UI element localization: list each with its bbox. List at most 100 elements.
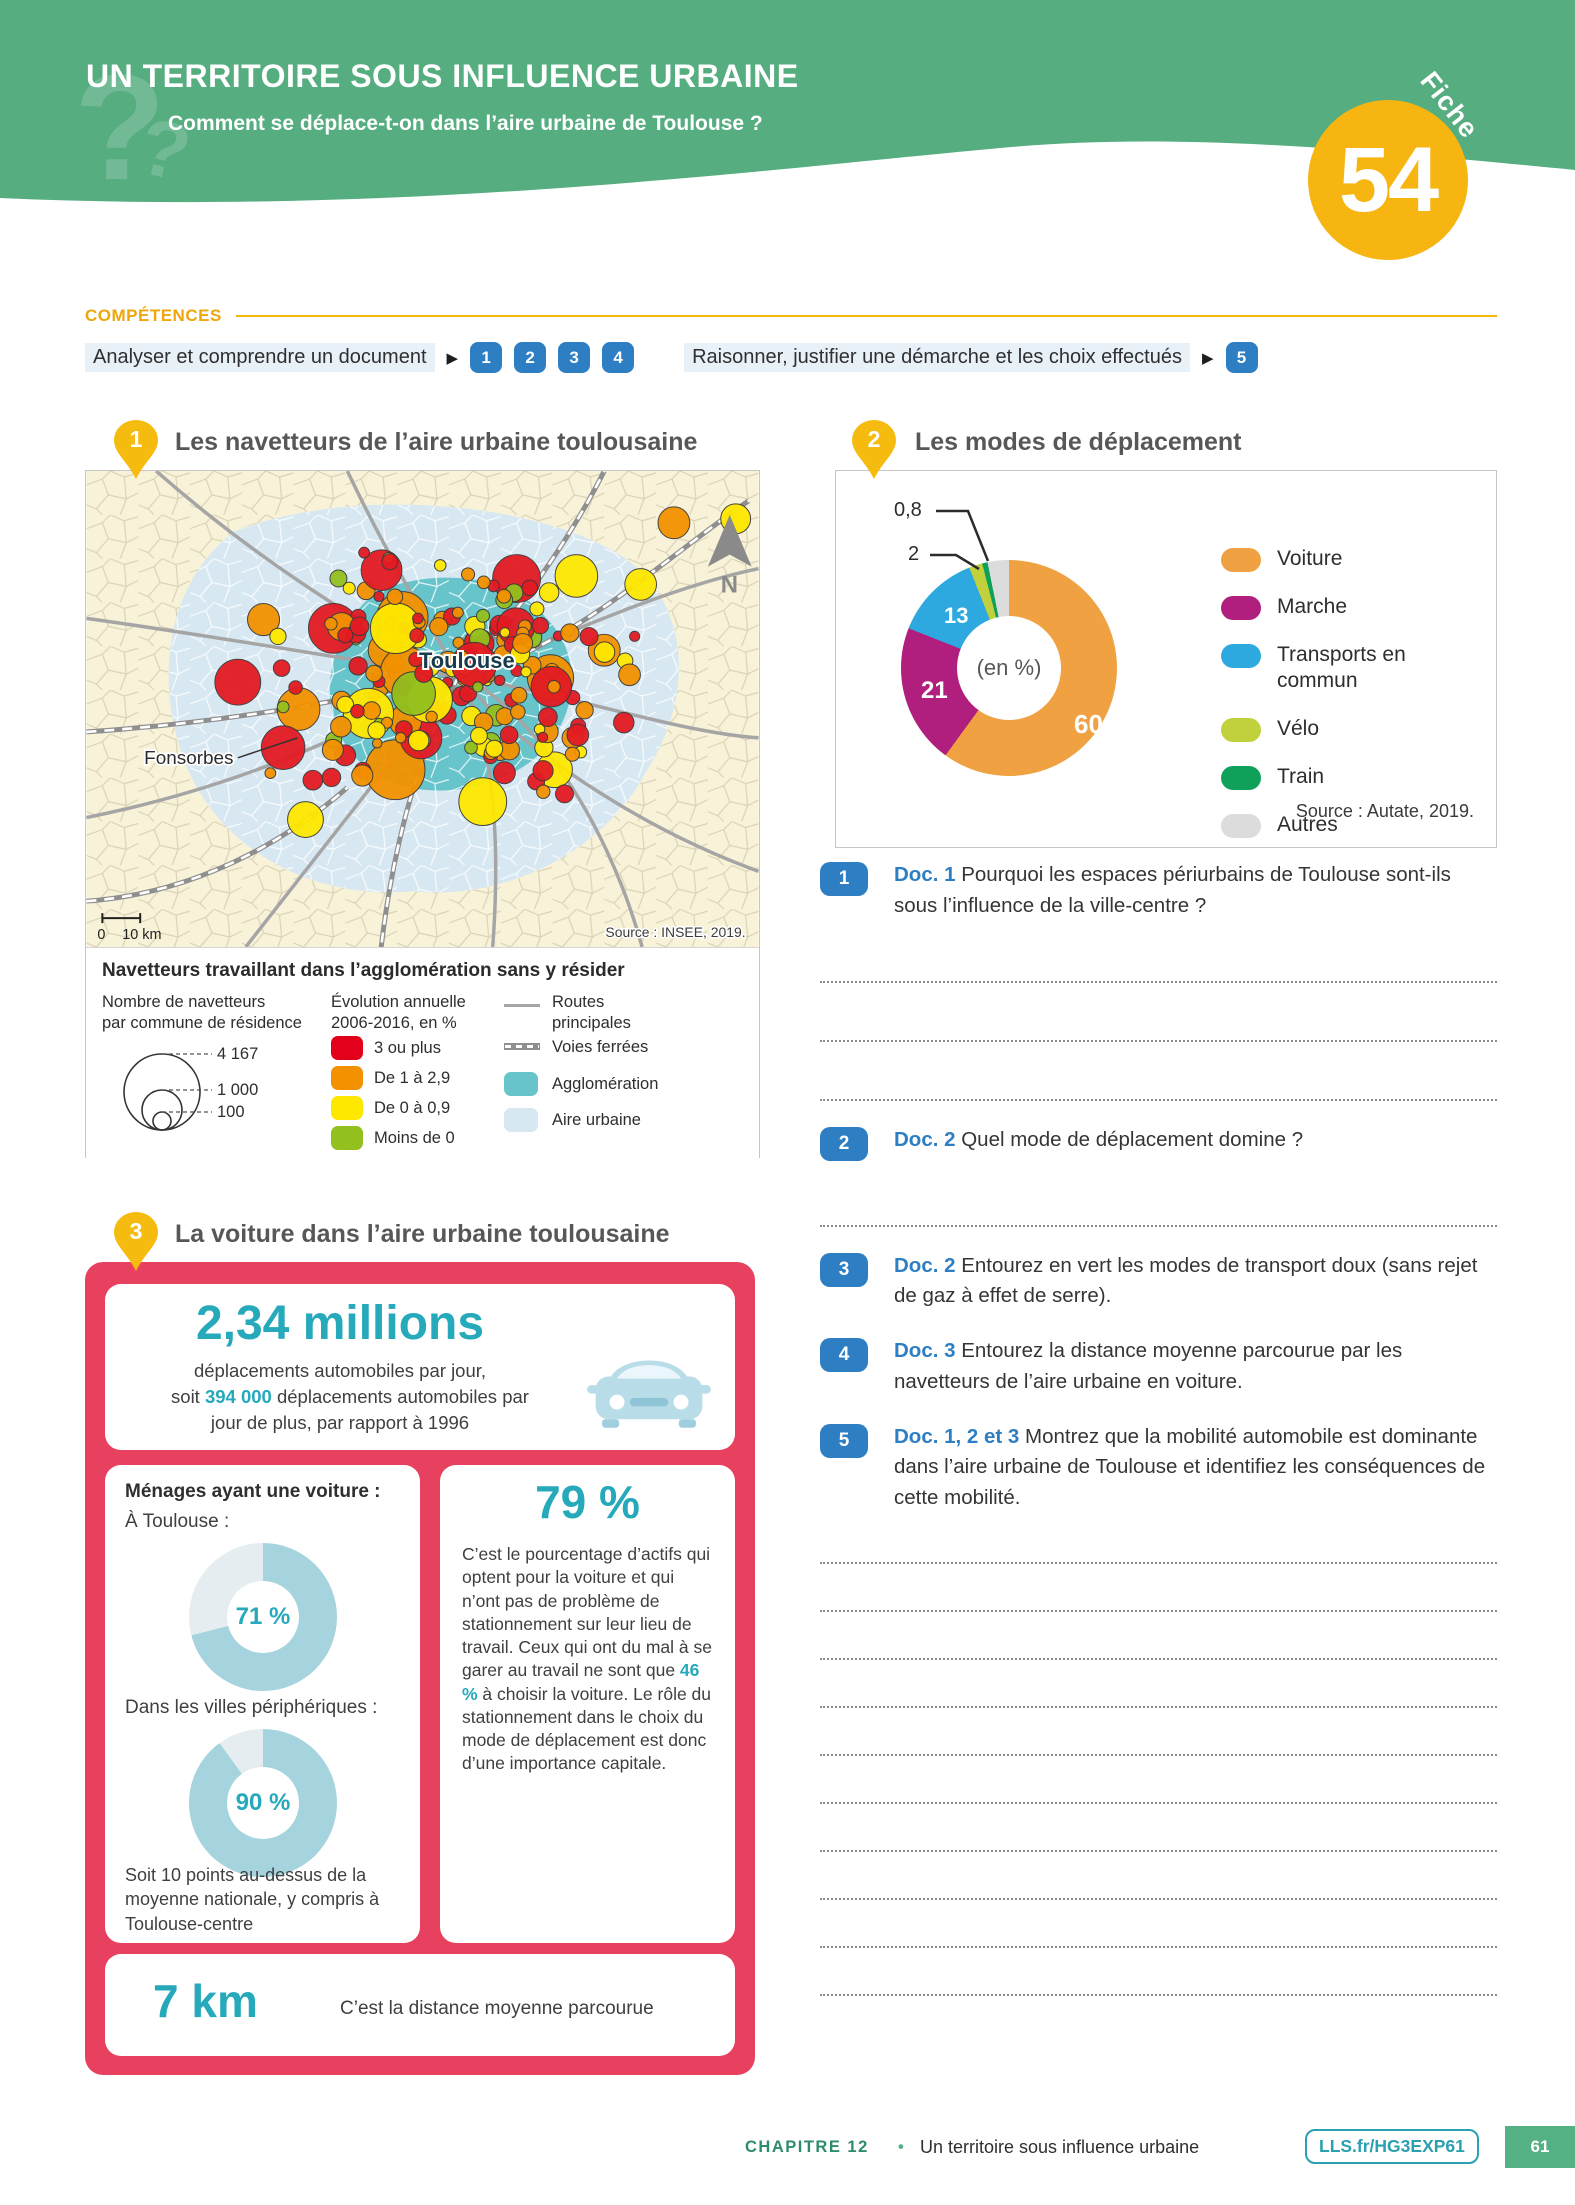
map-scale: 0 10 km [97, 913, 162, 943]
question-5-badge: 5 [820, 1423, 868, 1458]
toulouse-label: Toulouse [419, 648, 515, 673]
answer-lines[interactable] [820, 1163, 1497, 1227]
voiture-value-label: 60 [1074, 709, 1103, 739]
parking-paragraph: C’est le pourcentage d’actifs qui optent… [462, 1544, 712, 1774]
legend-label: De 1 à 2,9 [374, 1069, 451, 1087]
question-text: Pourquoi les espaces périurbains de Toul… [894, 863, 1451, 917]
legend-label: Moins de 0 [374, 1129, 455, 1147]
toulouse-label: À Toulouse : [125, 1511, 230, 1532]
svg-text:4 167: 4 167 [217, 1045, 258, 1063]
legend-item-autres: Autres [1221, 812, 1427, 838]
doc1-title: Les navetteurs de l’aire urbaine toulous… [175, 428, 698, 456]
answer-lines[interactable] [820, 924, 1497, 1101]
velo-value-label: 2 [908, 543, 920, 565]
legend-chip-green [331, 1126, 363, 1150]
question-5: 5 Doc. 1, 2 et 3 Montrez que la mobilité… [820, 1422, 1497, 1996]
bullet-icon: • [898, 2138, 904, 2156]
svg-text:100: 100 [217, 1103, 245, 1121]
lls-code-pill: LLS.fr/HG3EXP61 [1305, 2129, 1479, 2164]
doc3-title: La voiture dans l’aire urbaine toulousai… [175, 1220, 670, 1248]
fonsorbes-label: Fonsorbes [144, 748, 233, 769]
competences-rule [235, 315, 1497, 317]
trips-line3: jour de plus, par rapport à 1996 [210, 1412, 470, 1433]
distance-big-number: 7 km [153, 1975, 258, 2027]
doc3-figure: 2,34 millions déplacements automobiles p… [85, 1262, 755, 2075]
parking-card: 79 % C’est le pourcentage d’actifs qui o… [440, 1465, 735, 1943]
doc2-number: 2 [867, 426, 881, 452]
page-footer: CHAPITRE 12 • Un territoire sous influen… [0, 2126, 1575, 2176]
distance-card: 7 km C’est la distance moyenne parcourue [105, 1954, 735, 2056]
competence-badge-1: 1 [470, 342, 503, 373]
legend-item-velo: Vélo [1221, 716, 1427, 742]
competence-badge-4: 4 [602, 342, 635, 373]
agglomeration-chip [504, 1072, 538, 1096]
trips-line1: déplacements automobiles par jour, [193, 1360, 487, 1381]
map-canvas: N Toulouse Fonsorbes 0 10 km Source : IN… [86, 471, 759, 947]
toulouse-donut-value: 71 % [227, 1581, 299, 1653]
households-note: Soit 10 points au-dessus de la moyenne n… [125, 1865, 380, 1934]
circle-size-symbol: 4 167 1 000 100 [123, 1045, 258, 1131]
svg-text:1 000: 1 000 [217, 1081, 258, 1099]
answer-lines[interactable] [820, 1516, 1497, 1996]
page-subtitle: Comment se déplace-t-on dans l’aire urba… [168, 112, 763, 135]
toulouse-donut: 71 % [189, 1543, 337, 1691]
doc-ref: Doc. 1 [894, 863, 956, 886]
road-symbol [504, 1004, 540, 1007]
train-value-label: 0,8 [894, 499, 922, 521]
chapter-label: CHAPITRE 12 [745, 2138, 869, 2156]
legend-agglo-label: Agglomération [552, 1075, 659, 1093]
legend-roads-label: Routes principales [552, 993, 631, 1032]
question-1-badge: 1 [820, 862, 868, 896]
doc3-pin-icon: 3 [112, 1210, 160, 1272]
map-source: Source : INSEE, 2019. [605, 924, 745, 940]
doc1-pin-icon: 1 [112, 418, 160, 480]
doc2-source: Source : Autate, 2019. [1295, 801, 1474, 821]
competences-label: COMPÉTENCES [85, 306, 222, 325]
legend-label: De 0 à 0,9 [374, 1099, 451, 1117]
legend-item-marche: Marche [1221, 594, 1427, 620]
question-text: Entourez en vert les modes de transport … [894, 1253, 1478, 1308]
legend-rail-label: Voies ferrées [552, 1038, 649, 1056]
question-3-badge: 3 [820, 1252, 868, 1287]
car-icon [585, 1336, 713, 1437]
arrow-right-icon: ▶ [446, 349, 459, 367]
arrow-right-icon: ▶ [1201, 349, 1214, 367]
legend-aire-label: Aire urbaine [552, 1111, 641, 1129]
doc1-figure: N Toulouse Fonsorbes 0 10 km Source : IN… [85, 470, 760, 1158]
question-4: 4 Doc. 3 Entourez la distance moyenne pa… [820, 1336, 1497, 1398]
competence-2-text: Raisonner, justifier une démarche et les… [684, 343, 1190, 372]
question-text: Entourez la distance moyenne parcourue p… [894, 1339, 1403, 1393]
distance-label: C’est la distance moyenne parcourue [340, 1998, 654, 2019]
doc-ref: Doc. 2 [894, 1127, 956, 1151]
page-number: 61 [1505, 2126, 1575, 2168]
aire-urbaine-chip [504, 1108, 538, 1132]
doc1-number: 1 [129, 426, 143, 452]
parking-big-number: 79 % [535, 1476, 640, 1528]
tc-value-label: 13 [944, 603, 969, 628]
competence-1-text: Analyser et comprendre un document [85, 343, 435, 372]
railway-symbol [504, 1043, 540, 1050]
legend-item-tc: Transports en commun [1221, 642, 1427, 695]
doc2-figure: (en %) 0,8 2 60 21 13 Voiture Marche Tra… [835, 470, 1497, 848]
fiche-number-badge: 54 [1308, 100, 1468, 260]
households-title: Ménages ayant une voiture : [125, 1481, 381, 1502]
questions-column: 1 Doc. 1 Pourquoi les espaces périurbain… [820, 860, 1497, 2020]
competence-badge-2: 2 [514, 342, 547, 373]
doc-ref: Doc. 1, 2 et 3 [894, 1424, 1020, 1448]
legend-evolution-title: Évolution annuelle 2006-2016, en % [331, 993, 466, 1032]
legend-label: 3 ou plus [374, 1039, 441, 1057]
north-arrow-icon [707, 514, 752, 567]
legend-circles-title: Nombre de navetteurs par commune de rési… [102, 993, 302, 1032]
header-green-wave [0, 0, 1575, 203]
north-label: N [721, 571, 738, 598]
households-card: Ménages ayant une voiture : À Toulouse :… [105, 1465, 420, 1943]
question-1: 1 Doc. 1 Pourquoi les espaces périurbain… [820, 860, 1497, 1101]
legend-item-voiture: Voiture [1221, 546, 1427, 572]
question-3: 3 Doc. 2 Entourez en vert les modes de t… [820, 1251, 1497, 1313]
fiche-number: 54 [1338, 128, 1439, 231]
question-2: 2 Doc. 2 Quel mode de déplacement domine… [820, 1125, 1497, 1227]
page-header: ? ? UN TERRITOIRE SOUS INFLUENCE URBAINE… [0, 0, 1575, 270]
question-2-badge: 2 [820, 1126, 868, 1161]
map-legend: Navetteurs travaillant dans l’agglomérat… [86, 947, 759, 1158]
pie-center-label: (en %) [957, 616, 1061, 720]
